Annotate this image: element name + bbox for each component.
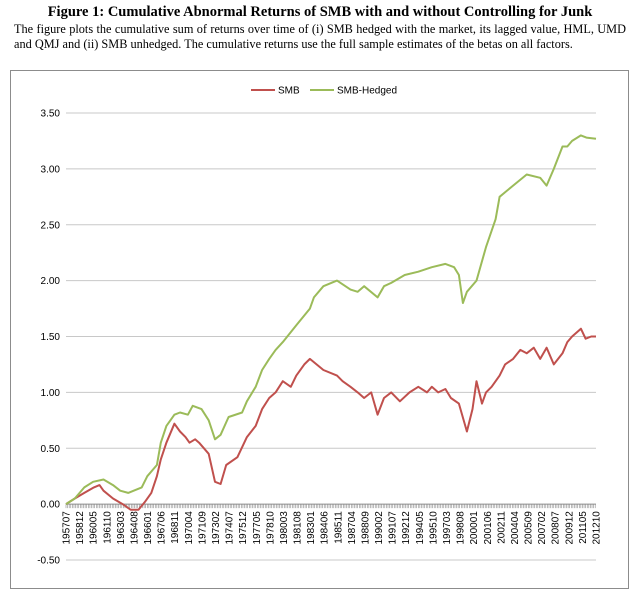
y-tick-label: 1.00 [41,388,61,399]
y-tick-label: -0.50 [37,556,60,567]
legend-label: SMB-Hedged [337,86,397,97]
y-tick-label: 2.00 [41,276,61,287]
x-tick-label: 200106 [483,511,494,545]
line-chart: -0.50 0.00 0.50 1.00 1.50 2.00 2.50 3.00 3.50 195… [37,86,603,567]
x-tick-label: 196601 [143,511,154,545]
x-tick-label: 200509 [524,511,535,545]
y-tick-label: 3.50 [41,109,61,120]
x-tick-label: 200702 [537,511,548,545]
x-tick-label: 198704 [347,511,358,545]
figure-caption: Figure 1: Cumulative Abnormal Returns of… [14,3,626,51]
x-tick-label: 197302 [211,511,222,545]
x-tick-label: 198301 [306,511,317,545]
x-tick-label: 199510 [428,511,439,545]
x-tick-label: 196706 [157,511,168,545]
x-tick-label: 197705 [252,511,263,545]
x-tick-label: 199107 [388,511,399,545]
x-tick-label: 200211 [496,511,507,544]
x-tick-label: 197810 [265,511,276,545]
x-tick-label: 196303 [116,511,127,545]
x-tick-label: 197407 [225,511,236,545]
y-tick-label: 1.50 [41,332,61,343]
y-tick-label: 0.00 [41,500,61,511]
x-tick-label: 199808 [456,511,467,545]
x-tick-label: 199703 [442,511,453,545]
x-tick-label: 201105 [578,511,589,544]
x-tick-label: 199002 [374,511,385,545]
x-tick-label: 200001 [469,511,480,545]
x-tick-label: 201210 [592,511,603,545]
x-tick-label: 195707 [62,511,73,545]
x-tick-label: 197004 [184,511,195,545]
y-tick-label: 0.50 [41,444,61,455]
y-tick-label: 2.50 [41,220,61,231]
x-tick-label: 199405 [415,511,426,545]
chart-frame: -0.50 0.00 0.50 1.00 1.50 2.00 2.50 3.00 3.50 195… [10,70,629,589]
series-line-smb-hedged [65,134,597,505]
figure-description: The figure plots the cumulative sum of r… [14,22,626,51]
x-tick-label: 200404 [510,511,521,545]
x-tick-label: 196110 [102,511,113,544]
x-tick-label: 196005 [89,511,100,545]
x-tick-label: 198406 [320,511,331,545]
x-tick-label: 200912 [564,511,575,545]
figure-title: Figure 1: Cumulative Abnormal Returns of… [47,4,593,20]
y-tick-label: 3.00 [41,164,61,175]
x-tick-label: 197109 [197,511,208,545]
x-tick-label: 200807 [551,511,562,545]
x-tick-label: 195812 [75,511,86,545]
x-tick-label: 196811 [170,511,181,544]
x-tick-label: 199212 [401,511,412,545]
legend-label: SMB [278,86,300,97]
x-tick-label: 198003 [279,511,290,545]
x-tick-label: 197512 [238,511,249,545]
x-tick-label: 198809 [360,511,371,545]
x-tick-label: 198511 [333,511,344,544]
series-line-smb [65,327,596,511]
x-tick-label: 198108 [293,511,304,545]
x-tick-label: 196408 [129,511,140,545]
